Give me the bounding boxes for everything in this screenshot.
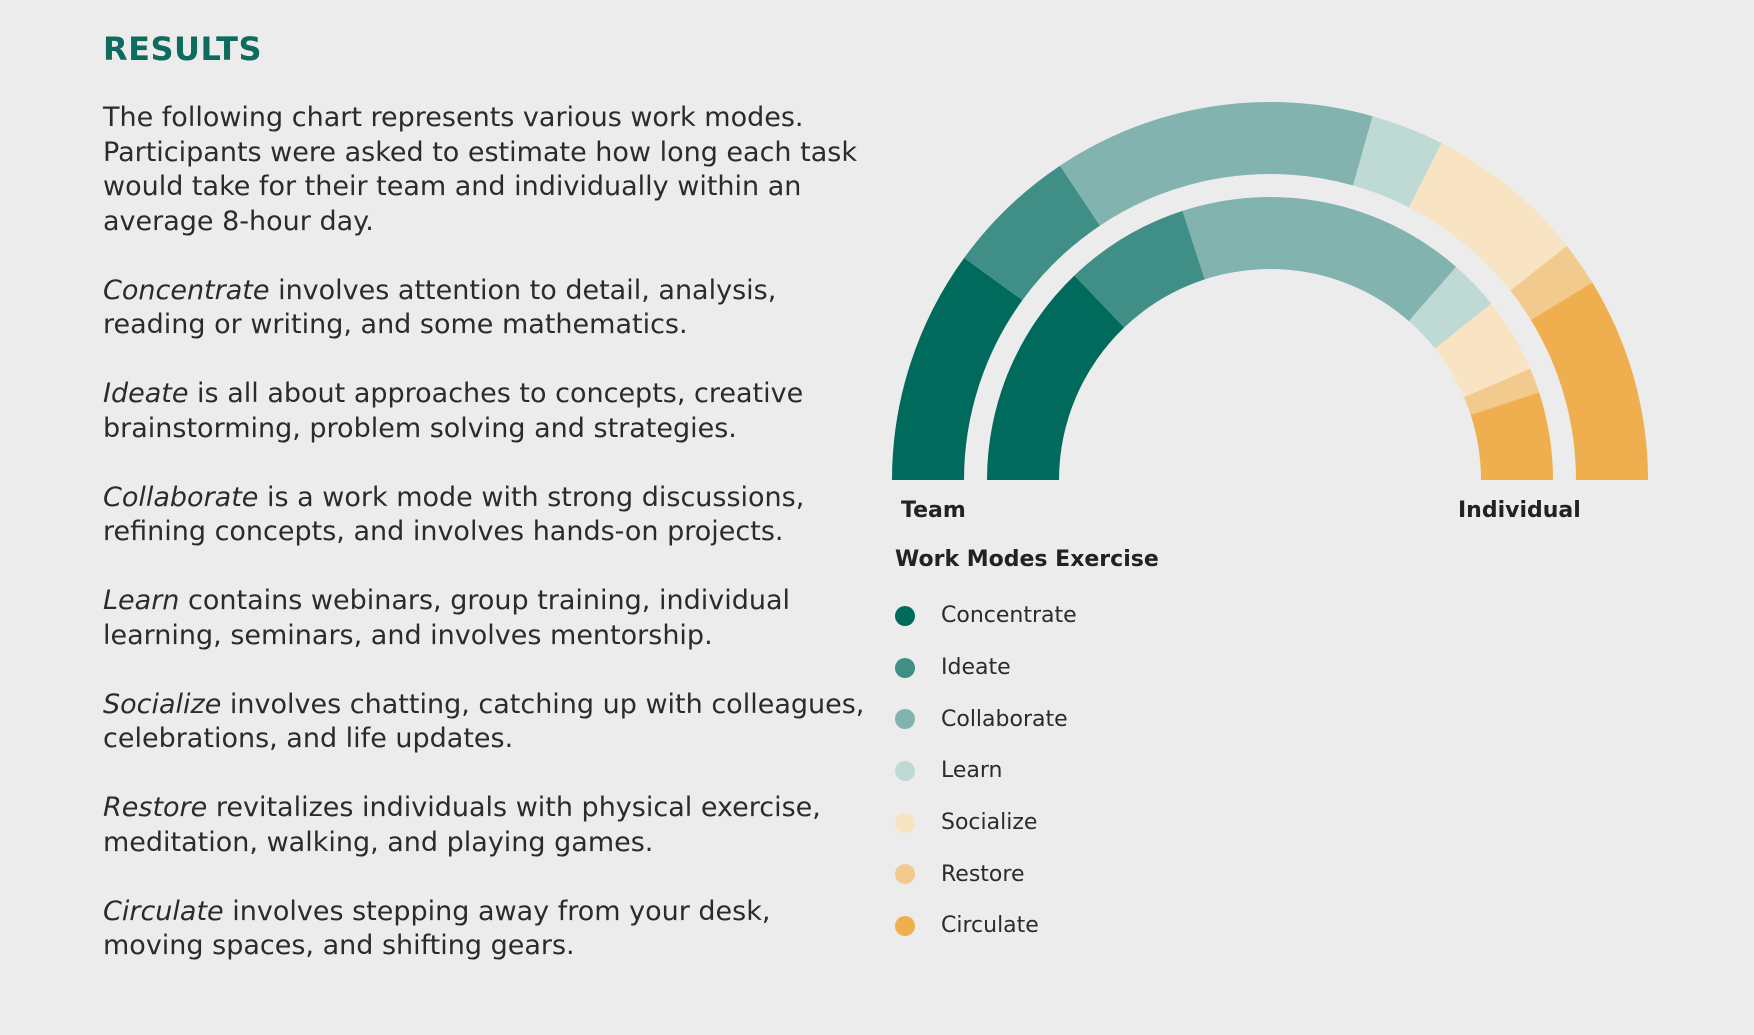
definition-text: is all about approaches to concepts, cre… <box>103 378 804 444</box>
legend-label: Socialize <box>941 810 1038 836</box>
arc-individual-ideate <box>1074 210 1205 328</box>
definition-ideate: Ideate is all about approaches to concep… <box>103 377 873 446</box>
legend-item-concentrate: Concentrate <box>895 590 1077 642</box>
definitions-list: Concentrate involves attention to detail… <box>103 274 873 964</box>
definition-text: revitalizes individuals with physical ex… <box>103 792 821 858</box>
arc-individual-learn <box>1408 266 1492 349</box>
chart-legend: Concentrate Ideate Collaborate Learn Sociali… <box>895 590 1077 952</box>
definition-term: Restore <box>103 792 208 823</box>
chart-rings <box>892 101 1648 480</box>
axis-label-individual: Individual <box>1458 498 1581 523</box>
definition-text: is a work mode with strong discussions, … <box>103 481 805 548</box>
legend-swatch <box>895 915 915 936</box>
definition-collaborate: Collaborate is a work mode with strong d… <box>103 481 873 550</box>
definition-text: involves attention to detail, analysis, … <box>103 274 777 341</box>
definition-concentrate: Concentrate involves attention to detail… <box>103 274 873 343</box>
legend-label: Collaborate <box>941 706 1068 732</box>
legend-item-learn: Learn <box>895 745 1077 797</box>
legend-title: Work Modes Exercise <box>895 547 1159 572</box>
legend-label: Concentrate <box>941 603 1077 629</box>
arc-individual-circulate <box>1470 392 1553 480</box>
arc-individual-restore <box>1464 368 1540 415</box>
legend-item-ideate: Ideate <box>895 642 1077 694</box>
definition-text: contains webinars, group training, indiv… <box>103 585 790 651</box>
legend-swatch <box>895 709 915 730</box>
legend-label: Circulate <box>941 913 1039 939</box>
legend-swatch <box>895 864 915 885</box>
definition-term: Learn <box>103 585 180 616</box>
legend-swatch <box>895 760 915 781</box>
arc-team-concentrate <box>892 257 1023 480</box>
legend-item-socialize: Socialize <box>895 797 1077 849</box>
intro-paragraph: The following chart represents various w… <box>103 102 857 237</box>
definition-term: Ideate <box>103 378 189 409</box>
legend-label: Restore <box>941 861 1025 887</box>
legend-swatch <box>895 812 915 833</box>
definition-term: Socialize <box>103 688 222 720</box>
definition-term: Collaborate <box>103 481 259 513</box>
legend-label: Learn <box>941 758 1003 784</box>
definition-text: involves stepping away from your desk, m… <box>103 895 771 962</box>
legend-swatch <box>895 605 915 626</box>
arc-individual-concentrate <box>987 275 1125 480</box>
arc-team-ideate <box>964 165 1100 301</box>
work-modes-chart: Team Individual <box>892 101 1648 523</box>
legend-label: Ideate <box>941 655 1011 681</box>
arc-individual-collaborate <box>1182 196 1457 322</box>
arc-team-socialize <box>1408 143 1567 291</box>
definition-text: involves chatting, catching up with coll… <box>103 688 865 755</box>
definition-term: Circulate <box>103 895 224 927</box>
legend-item-restore: Restore <box>895 848 1077 900</box>
legend-item-circulate: Circulate <box>895 900 1077 952</box>
description-panel: The following chart represents various w… <box>103 101 873 998</box>
definition-circulate: Circulate involves stepping away from yo… <box>103 895 873 964</box>
legend-item-collaborate: Collaborate <box>895 693 1077 745</box>
legend-swatch <box>895 657 915 678</box>
arc-team-learn <box>1353 116 1442 208</box>
definition-learn: Learn contains webinars, group training,… <box>103 584 873 653</box>
page-title: RESULTS <box>103 30 262 68</box>
definition-term: Concentrate <box>103 274 270 306</box>
arc-team-restore <box>1510 245 1593 321</box>
arc-team-collaborate <box>1059 101 1373 226</box>
arc-individual-socialize <box>1434 303 1531 398</box>
axis-label-team: Team <box>901 498 966 523</box>
definition-socialize: Socialize involves chatting, catching up… <box>103 688 873 757</box>
definition-restore: Restore revitalizes individuals with phy… <box>103 791 873 860</box>
arc-team-circulate <box>1530 282 1648 480</box>
